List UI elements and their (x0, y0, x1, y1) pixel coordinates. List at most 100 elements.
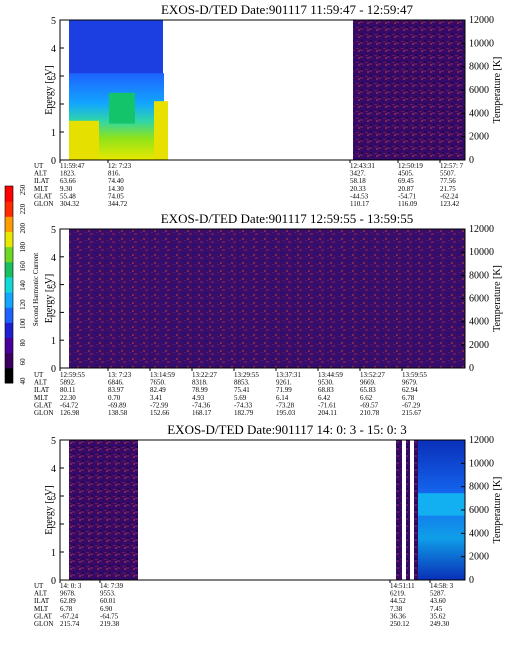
table-cell: 9530. (318, 379, 334, 387)
y2tick-label: 6000 (469, 294, 489, 305)
table-cell: 204.11 (318, 409, 337, 417)
ytick-label: 3 (51, 72, 56, 83)
y2tick-label: 0 (469, 155, 474, 166)
table-cell: 13:22:27 (192, 371, 217, 379)
chart-panel-1: EXOS-D/TED Date:901117 11:59:47 - 12:59:… (34, 2, 503, 208)
table-cell: 215.74 (60, 620, 80, 628)
table-row-label: ALT (34, 170, 48, 178)
table-cell: 6.78 (402, 394, 415, 402)
table-cell: 195.03 (276, 409, 296, 417)
peak-region (154, 101, 168, 160)
y-axis-label: Energy [eV] (44, 485, 55, 535)
table-cell: -69.89 (108, 401, 127, 409)
data-segment (353, 20, 465, 160)
table-cell: 116.09 (398, 200, 417, 208)
chart-panel-3: EXOS-D/TED Date:901117 14: 0: 3 - 15: 0:… (34, 422, 503, 628)
ytick-label: 0 (51, 576, 56, 587)
table-cell: 13:44:59 (318, 371, 343, 379)
table-cell: 9678. (60, 590, 76, 598)
table-cell: 126.98 (60, 409, 80, 417)
ytick-label: 4 (51, 464, 56, 475)
colorbar-tick: 120 (19, 299, 27, 310)
table-row-label: ALT (34, 590, 48, 598)
table-row-label: GLON (34, 409, 53, 417)
y2tick-label: 10000 (469, 247, 494, 258)
ytick-label: 1 (51, 548, 56, 559)
table-cell: 35.62 (430, 612, 446, 620)
table-cell: 12:57: 7 (440, 162, 464, 170)
table-cell: 82.49 (150, 386, 166, 394)
colorbar-tick: 40 (19, 377, 27, 385)
colorbar-swatch (5, 216, 13, 232)
table-row-label: MLT (34, 605, 49, 613)
table-cell: 152.66 (150, 409, 170, 417)
chart-title: EXOS-D/TED Date:901117 11:59:47 - 12:59:… (161, 2, 414, 17)
table-cell: 7650. (150, 379, 166, 387)
table-cell: 123.42 (440, 200, 460, 208)
table-cell: 249.30 (430, 620, 450, 628)
y2tick-label: 8000 (469, 482, 489, 493)
chart-panel-2: EXOS-D/TED Date:901117 12:59:55 - 13:59:… (34, 211, 503, 417)
table-cell: 5287. (430, 590, 446, 598)
colorbar-swatch (5, 292, 13, 308)
y2tick-label: 2000 (469, 552, 489, 563)
table-cell: 14: 0: 3 (60, 582, 82, 590)
table-cell: 14:51:11 (390, 582, 415, 590)
y2tick-label: 8000 (469, 62, 489, 73)
ytick-label: 5 (51, 436, 56, 447)
table-cell: 12:43:31 (350, 162, 375, 170)
peak-region (69, 120, 99, 160)
y2-axis-label: Temperature [K] (492, 265, 503, 332)
table-cell: 4505. (398, 170, 414, 178)
table-cell: -74.33 (234, 401, 253, 409)
table-cell: 8853. (234, 379, 250, 387)
table-cell: 75.41 (234, 386, 250, 394)
y2tick-label: 6000 (469, 505, 489, 516)
table-row-label: UT (34, 162, 44, 170)
burst-line (402, 440, 406, 580)
table-cell: 74.05 (108, 192, 124, 200)
burst-line (410, 440, 414, 580)
chart-title: EXOS-D/TED Date:901117 14: 0: 3 - 15: 0:… (167, 422, 407, 437)
colorbar-tick: 200 (19, 222, 27, 233)
table-cell: 7.45 (430, 605, 443, 613)
y2tick-label: 2000 (469, 132, 489, 143)
table-cell: 12:50:19 (398, 162, 423, 170)
table-cell: 6.14 (276, 394, 289, 402)
table-cell: 215.67 (402, 409, 422, 417)
ytick-label: 0 (51, 364, 56, 375)
chart-title: EXOS-D/TED Date:901117 12:59:55 - 13:59:… (161, 211, 414, 226)
table-cell: 9669. (360, 379, 376, 387)
table-cell: 110.17 (350, 200, 369, 208)
ytick-label: 1 (51, 336, 56, 347)
table-cell: 11:59:47 (60, 162, 85, 170)
table-row-label: GLAT (34, 612, 53, 620)
table-cell: 36.36 (390, 612, 406, 620)
table-cell: 69.45 (398, 177, 414, 185)
table-cell: 14:58: 3 (430, 582, 454, 590)
y2tick-label: 4000 (469, 108, 489, 119)
table-cell: 4.93 (192, 394, 205, 402)
table-cell: 80.11 (60, 386, 76, 394)
y2tick-label: 10000 (469, 458, 494, 469)
table-cell: -67.24 (60, 612, 79, 620)
table-row-label: GLON (34, 620, 53, 628)
table-cell: 1823. (60, 170, 76, 178)
colorbar-tick: 100 (19, 318, 27, 329)
colorbar-swatch (5, 261, 13, 278)
ytick-label: 2 (51, 100, 56, 111)
table-cell: 6.62 (360, 394, 373, 402)
colorbar-tick: 160 (19, 261, 27, 272)
ytick-label: 3 (51, 492, 56, 503)
table-cell: 13:52:27 (360, 371, 385, 379)
table-cell: 168.17 (192, 409, 212, 417)
table-cell: -72.99 (150, 401, 169, 409)
table-cell: 71.99 (276, 386, 292, 394)
colorbar-tick: 250 (19, 184, 27, 195)
colorbar-swatch (5, 337, 13, 354)
table-cell: 22.30 (60, 394, 76, 402)
ytick-label: 5 (51, 16, 56, 27)
colorbar-swatch (5, 246, 13, 263)
